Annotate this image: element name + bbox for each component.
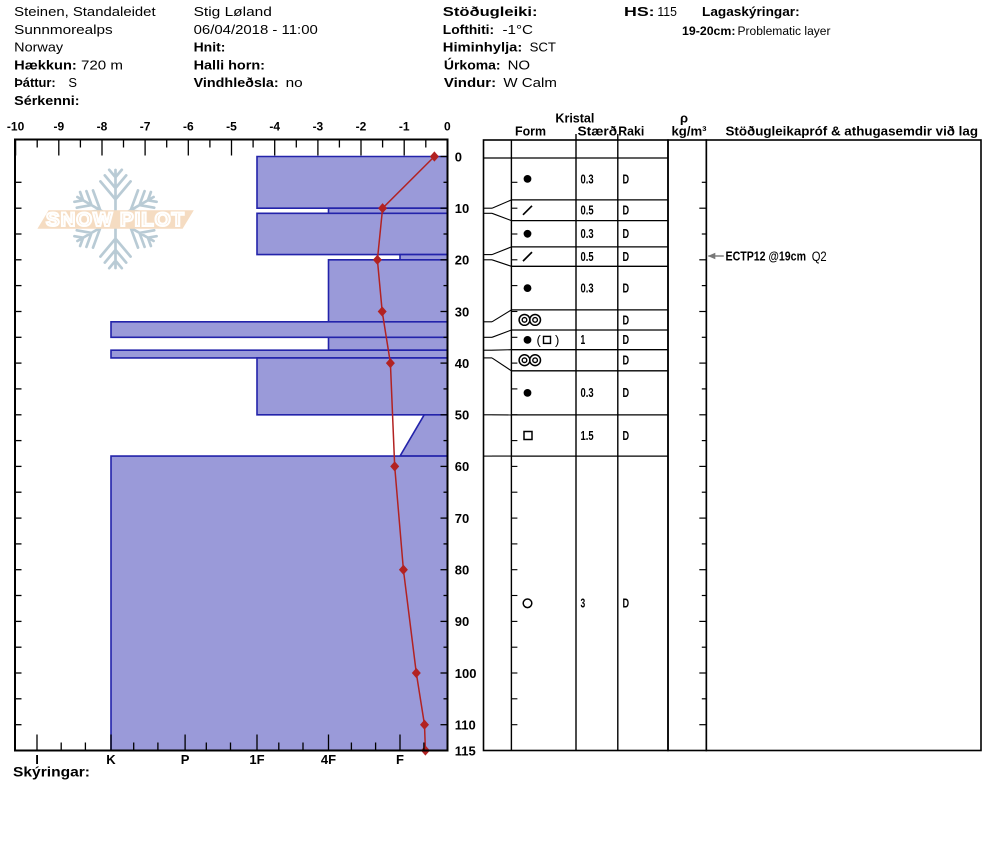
svg-text:90: 90 <box>455 614 469 629</box>
svg-text:D: D <box>623 353 630 368</box>
svg-text:0.5: 0.5 <box>581 203 594 218</box>
svg-text:-4: -4 <box>269 120 280 134</box>
svg-text:D: D <box>623 281 630 296</box>
svg-text:Vindur:: Vindur: <box>444 75 496 90</box>
svg-text:F: F <box>396 752 404 767</box>
svg-text:D: D <box>623 249 630 264</box>
svg-text:0.5: 0.5 <box>581 249 594 264</box>
svg-text:1.5: 1.5 <box>581 428 594 443</box>
svg-text:Hækkun:: Hækkun: <box>14 57 77 72</box>
svg-text:0.3: 0.3 <box>581 385 594 400</box>
svg-text:W Calm: W Calm <box>503 75 557 90</box>
svg-text:SCT: SCT <box>530 40 556 55</box>
svg-text:0.3: 0.3 <box>581 281 594 296</box>
svg-text:(: ( <box>537 332 542 347</box>
svg-text:0.3: 0.3 <box>581 226 594 241</box>
svg-text:70: 70 <box>455 511 469 526</box>
svg-text:40: 40 <box>455 356 469 371</box>
svg-text:Vindhleðsla:: Vindhleðsla: <box>194 75 279 90</box>
svg-text:0: 0 <box>444 120 451 134</box>
svg-text:1: 1 <box>581 332 586 347</box>
svg-text:20: 20 <box>455 253 469 268</box>
svg-text:Stig Løland: Stig Løland <box>194 4 272 19</box>
svg-text:-8: -8 <box>97 120 108 134</box>
svg-text:K: K <box>106 752 116 767</box>
svg-text:-5: -5 <box>226 120 237 134</box>
svg-text:S: S <box>68 75 77 90</box>
svg-text:Hnit:: Hnit: <box>194 40 226 55</box>
svg-text:60: 60 <box>455 459 469 474</box>
svg-text:D: D <box>623 385 630 400</box>
svg-text:Form: Form <box>515 124 546 139</box>
svg-text:-2: -2 <box>356 120 367 134</box>
svg-text:Lagaskýringar:: Lagaskýringar: <box>702 4 800 19</box>
svg-text:Þáttur:: Þáttur: <box>14 75 56 90</box>
svg-text:720 m: 720 m <box>81 57 123 72</box>
svg-text:D: D <box>623 226 630 241</box>
svg-text:SNOW PILOT: SNOW PILOT <box>46 209 185 231</box>
svg-text:Stöðugleiki:: Stöðugleiki: <box>443 4 538 19</box>
svg-text:-1°C: -1°C <box>503 22 534 37</box>
svg-text:0.3: 0.3 <box>581 171 594 186</box>
svg-text:P: P <box>181 752 190 767</box>
svg-text:Halli horn:: Halli horn: <box>194 57 265 72</box>
svg-text:Úrkoma:: Úrkoma: <box>444 57 501 72</box>
svg-text:-7: -7 <box>140 120 151 134</box>
svg-text:100: 100 <box>455 666 477 681</box>
svg-text:115: 115 <box>455 743 476 758</box>
svg-text:D: D <box>623 596 630 611</box>
svg-text:10: 10 <box>455 201 469 216</box>
svg-text:80: 80 <box>455 563 469 578</box>
svg-text:06/04/2018 - 11:00: 06/04/2018 - 11:00 <box>194 22 318 37</box>
svg-text:ECTP12 @19cm: ECTP12 @19cm <box>726 249 807 264</box>
svg-text:-9: -9 <box>53 120 64 134</box>
svg-text:0: 0 <box>455 149 462 164</box>
svg-text:Skýringar:: Skýringar: <box>13 764 90 779</box>
svg-text:no: no <box>286 75 303 90</box>
svg-text:Q2: Q2 <box>812 249 827 264</box>
svg-text:110: 110 <box>455 718 476 733</box>
svg-text:-3: -3 <box>313 120 324 134</box>
svg-text:30: 30 <box>455 304 469 319</box>
svg-text:3: 3 <box>581 596 586 611</box>
svg-text:D: D <box>623 312 630 327</box>
svg-text:Lofthiti:: Lofthiti: <box>443 22 494 37</box>
svg-text:Sunnmorealps: Sunnmorealps <box>14 22 113 37</box>
svg-text:NO: NO <box>508 57 530 72</box>
svg-text:D: D <box>623 171 630 186</box>
svg-text:-6: -6 <box>183 120 194 134</box>
svg-text:Norway: Norway <box>14 40 63 55</box>
svg-text:D: D <box>623 428 630 443</box>
svg-text:Himinhylja:: Himinhylja: <box>443 40 523 55</box>
svg-text:-10: -10 <box>7 120 25 134</box>
svg-text:HS:: HS: <box>624 4 655 19</box>
svg-text:Sérkenni:: Sérkenni: <box>14 93 79 108</box>
svg-text:Stöðugleikapróf & athugasemdir: Stöðugleikapróf & athugasemdir við lag <box>726 124 979 139</box>
svg-text:Steinen, Standaleidet: Steinen, Standaleidet <box>14 4 156 19</box>
svg-text:kg/m³: kg/m³ <box>672 124 708 139</box>
svg-text:Raki: Raki <box>618 124 644 139</box>
svg-text:-1: -1 <box>399 120 410 134</box>
svg-text:4F: 4F <box>321 752 336 767</box>
svg-text:Stærð: Stærð <box>578 124 618 139</box>
svg-text:1F: 1F <box>249 752 264 767</box>
svg-text:19-20cm:: 19-20cm: <box>682 26 736 38</box>
svg-text:Problematic layer: Problematic layer <box>738 26 831 38</box>
svg-text:D: D <box>623 203 630 218</box>
svg-text:50: 50 <box>455 408 469 423</box>
svg-text:D: D <box>623 332 630 347</box>
svg-text:): ) <box>555 332 559 347</box>
svg-text:115: 115 <box>657 4 677 19</box>
